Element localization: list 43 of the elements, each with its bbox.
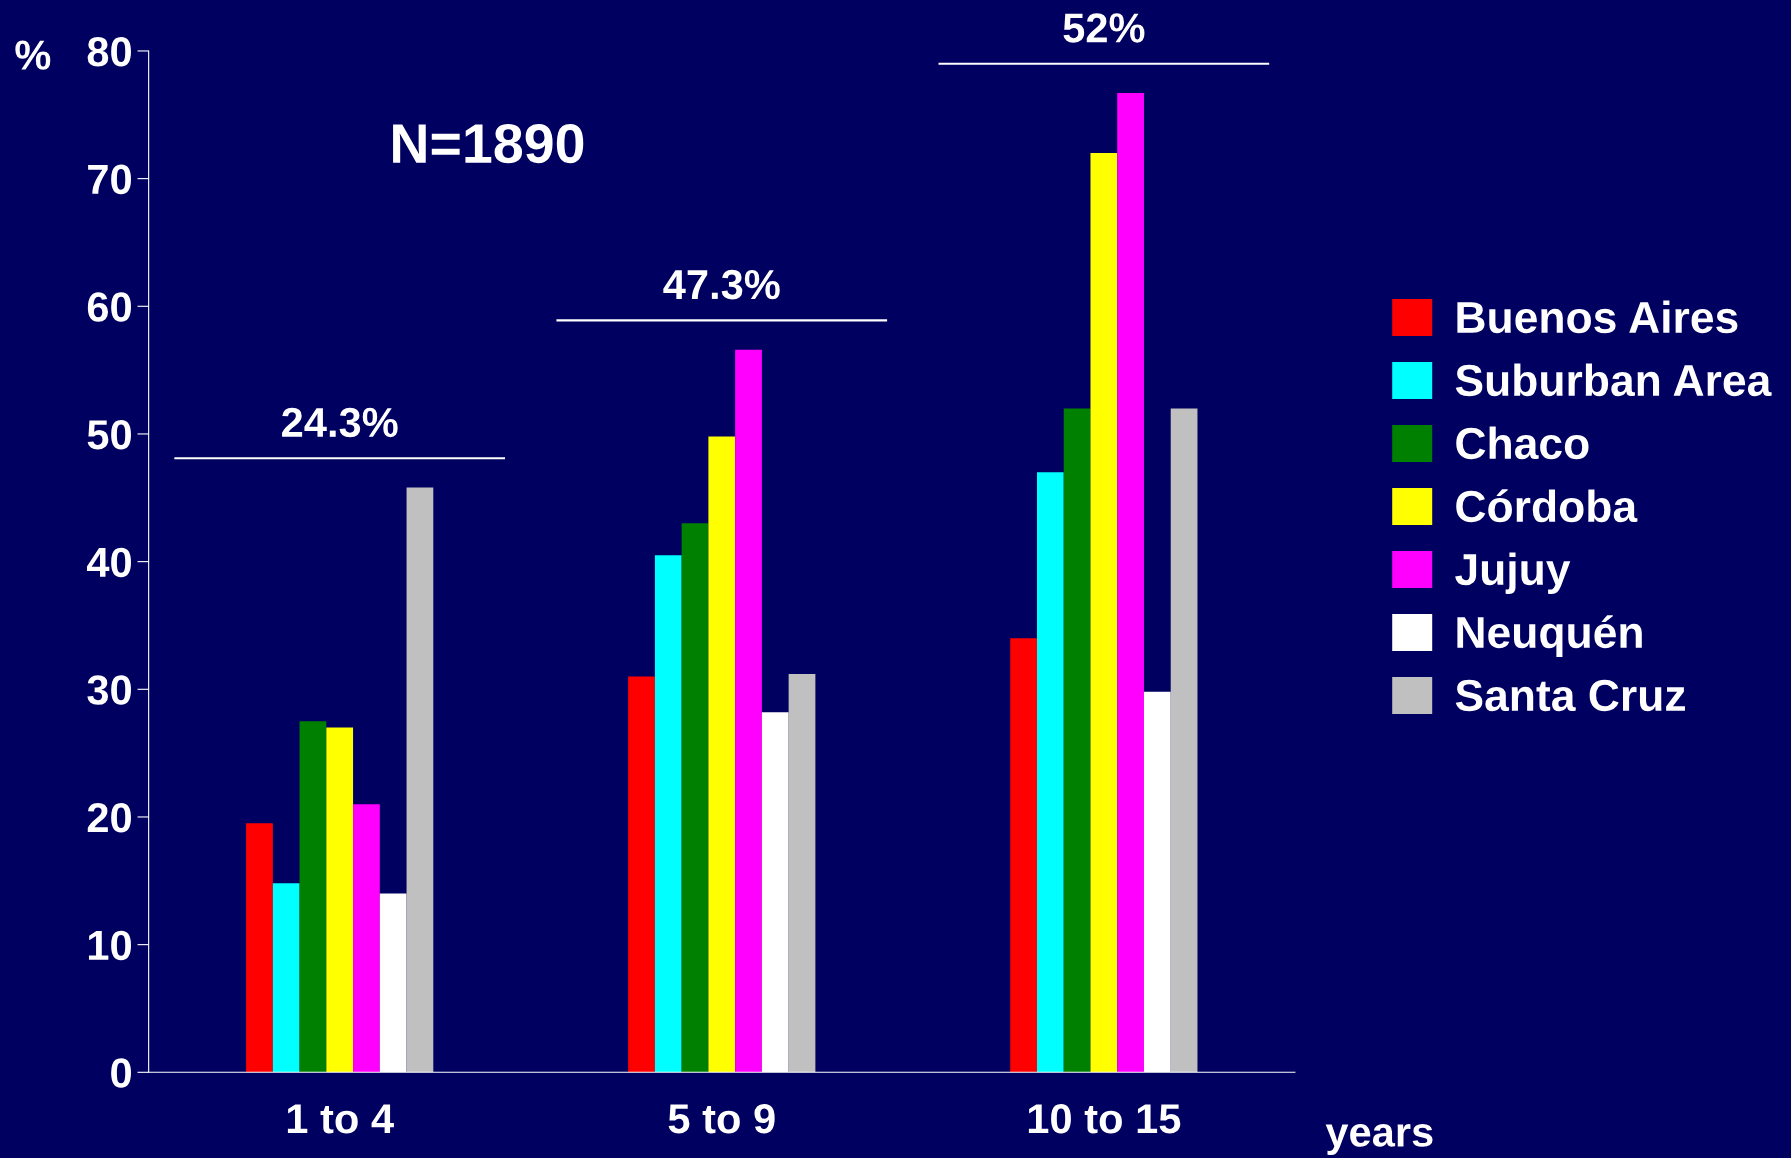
legend-label: Chaco <box>1456 426 1589 460</box>
y-tick-label: 20 <box>87 802 131 833</box>
bar <box>406 487 434 1073</box>
bar <box>735 349 762 1073</box>
bar <box>1010 638 1037 1073</box>
bar <box>628 676 655 1073</box>
y-tick-label: 60 <box>87 292 131 322</box>
annotation: N=1890 <box>393 123 584 164</box>
x-axis-title: years <box>1325 1123 1433 1156</box>
y-axis-title: % <box>15 40 51 70</box>
annotation: 24.3% <box>282 407 398 438</box>
x-tick-label: 5 to 9 <box>668 1103 775 1134</box>
bar <box>246 823 273 1073</box>
legend-label: Córdoba <box>1456 489 1638 523</box>
legend-label: Santa Cruz <box>1455 679 1685 712</box>
bar <box>353 804 380 1073</box>
bar <box>1090 153 1118 1073</box>
y-tick-label: 0 <box>111 1058 131 1088</box>
y-tick-label: 10 <box>88 930 131 961</box>
y-tick-label: 50 <box>87 419 131 450</box>
bar <box>272 883 300 1073</box>
annotation: 47.3% <box>663 269 780 300</box>
y-tick-label: 40 <box>86 547 131 578</box>
legend-label: Buenos Aires <box>1457 300 1738 334</box>
bar <box>708 436 736 1073</box>
y-tick-label: 70 <box>88 164 131 195</box>
y-tick-label: 80 <box>87 36 131 67</box>
bar <box>326 727 354 1073</box>
legend-label: Jujuy <box>1455 552 1571 595</box>
bar <box>1063 408 1091 1073</box>
x-tick-label: 10 to 15 <box>1028 1103 1181 1134</box>
legend-label: Suburban Area <box>1455 363 1772 397</box>
text: 52% <box>1063 13 1145 43</box>
bar <box>1117 93 1144 1073</box>
bar <box>299 721 327 1073</box>
bar <box>788 673 816 1073</box>
bar <box>1170 408 1198 1073</box>
x-tick-label: 1 to 4 <box>287 1104 394 1134</box>
bar <box>654 555 682 1073</box>
y-tick-label: 30 <box>87 675 131 705</box>
bar <box>681 523 709 1073</box>
legend-label: Neuquén <box>1457 615 1642 658</box>
bar <box>1036 472 1064 1073</box>
